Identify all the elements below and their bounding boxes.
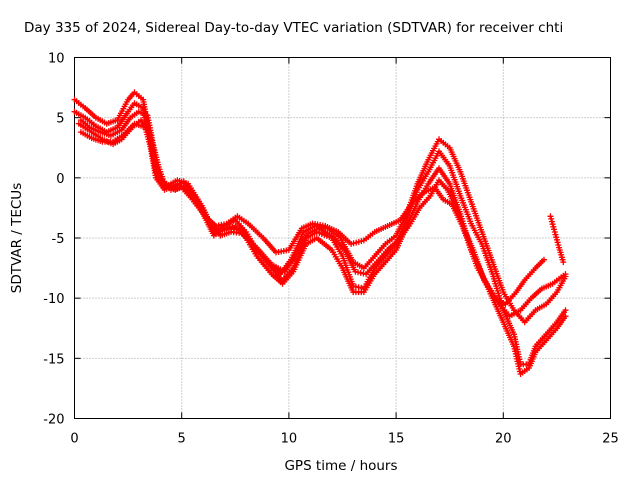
data-series: [71, 89, 569, 377]
y-tick-label: -10: [43, 292, 64, 307]
y-tick-label: 5: [56, 112, 64, 127]
y-tick-label: 10: [48, 52, 65, 67]
x-tick-label: 20: [495, 432, 512, 447]
x-tick-label: 15: [388, 432, 405, 447]
y-tick-label: -20: [43, 413, 64, 428]
series-track-2: [71, 100, 569, 377]
y-tick-label: -5: [52, 232, 65, 247]
x-tick-label: 5: [178, 432, 186, 447]
x-tick-label: 0: [70, 432, 78, 447]
x-tick-label: 10: [281, 432, 298, 447]
y-axis-label: SDTVAR / TECUs: [9, 183, 25, 293]
series-markers: [77, 120, 547, 308]
x-tick-label: 25: [602, 432, 619, 447]
chart-title: Day 335 of 2024, Sidereal Day-to-day VTE…: [24, 20, 563, 36]
y-tick-label: -15: [43, 352, 64, 367]
series-markers: [547, 213, 567, 266]
x-axis-label: GPS time / hours: [284, 458, 397, 474]
y-tick-label: 0: [56, 172, 64, 187]
series-markers: [71, 100, 569, 377]
series-track-5: [77, 120, 547, 308]
axis-ticks: 0 5 10 15 20 25 -20 -15 -10 -5 0 5 10: [43, 52, 619, 447]
series-track-6: [547, 213, 567, 266]
